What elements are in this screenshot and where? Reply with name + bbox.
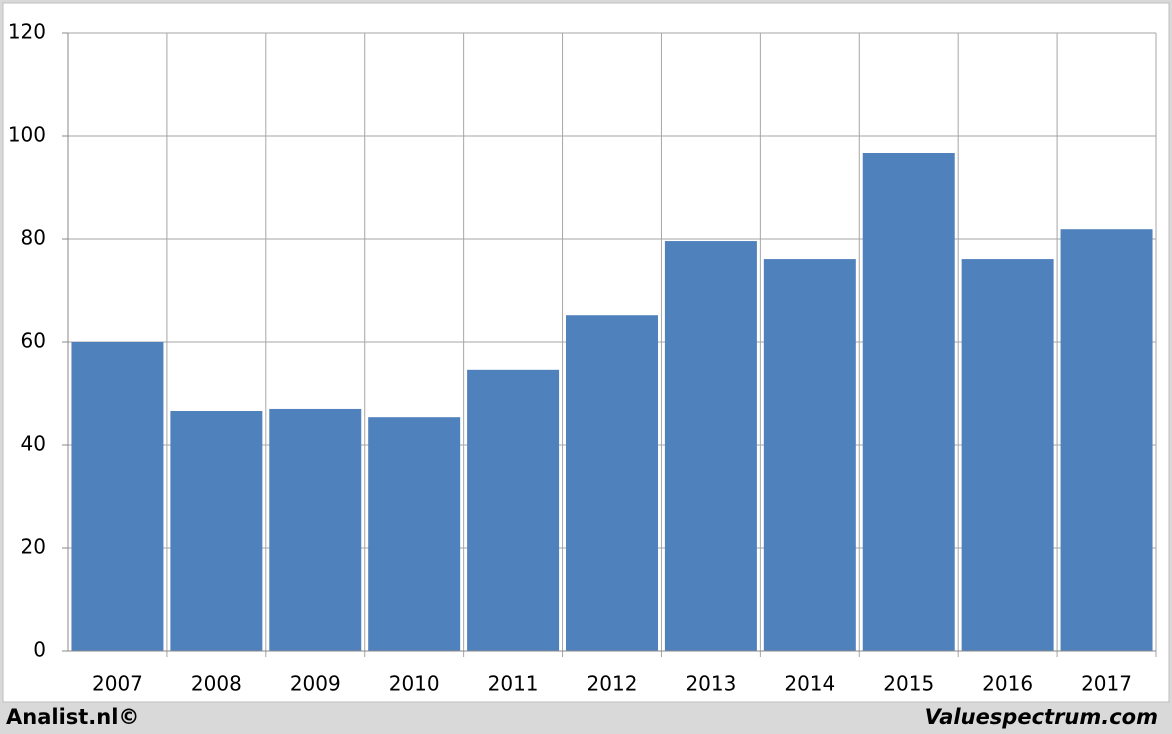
footer-right: Valuespectrum.com: [925, 705, 1158, 729]
bar: [961, 259, 1054, 651]
x-tick-label: 2007: [92, 672, 143, 696]
x-tick-label: 2016: [982, 672, 1033, 696]
x-tick-label: 2010: [389, 672, 440, 696]
x-tick-label: 2012: [587, 672, 638, 696]
footer-left: Analist.nl©: [6, 705, 139, 729]
bar: [664, 241, 757, 651]
bar: [368, 417, 461, 651]
bar: [566, 315, 658, 651]
bar: [170, 411, 263, 651]
y-tick-label: 100: [8, 123, 46, 147]
bar: [763, 259, 856, 651]
y-tick-label: 0: [33, 638, 46, 662]
bar: [269, 408, 362, 651]
x-tick-label: 2017: [1081, 672, 1132, 696]
x-tick-label: 2011: [488, 672, 539, 696]
y-tick-label: 60: [21, 329, 46, 353]
bar: [467, 369, 560, 651]
y-tick-label: 120: [8, 20, 46, 44]
x-tick-label: 2013: [685, 672, 736, 696]
bar: [862, 152, 955, 651]
y-tick-label: 80: [21, 226, 46, 250]
x-tick-label: 2009: [290, 672, 341, 696]
x-tick-label: 2015: [883, 672, 934, 696]
y-tick-label: 40: [21, 432, 46, 456]
x-tick-label: 2008: [191, 672, 242, 696]
bar: [71, 342, 164, 651]
y-tick-label: 20: [21, 535, 46, 559]
bar: [1060, 229, 1153, 651]
x-tick-label: 2014: [784, 672, 835, 696]
